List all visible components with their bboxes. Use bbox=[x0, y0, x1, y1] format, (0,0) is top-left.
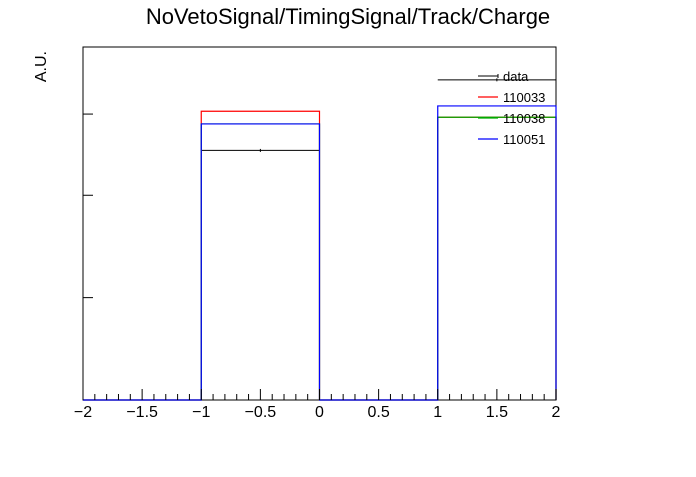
x-tick-label: 0.5 bbox=[368, 404, 390, 421]
x-tick-label: 1.5 bbox=[486, 404, 508, 421]
legend-label-110038: 110038 bbox=[503, 111, 545, 126]
x-tick-label: 1 bbox=[433, 404, 442, 421]
x-tick-label: −0.5 bbox=[245, 404, 277, 421]
series-110051-histogram bbox=[83, 105, 557, 401]
x-tick-label: 2 bbox=[552, 404, 561, 421]
legend: data 110033 110038 110051 bbox=[478, 69, 545, 147]
legend-label-110051: 110051 bbox=[503, 132, 545, 147]
x-tick-label: 0 bbox=[315, 404, 324, 421]
histogram-series-group bbox=[83, 78, 557, 401]
y-axis-label: A.U. bbox=[33, 51, 50, 82]
x-tick-label: −1 bbox=[192, 404, 210, 421]
axes: −2 −1.5 −1 −0.5 0 0.5 1 1.5 2 bbox=[74, 46, 561, 421]
x-tick-label: −1.5 bbox=[126, 404, 158, 421]
chart-title: NoVetoSignal/TimingSignal/Track/Charge bbox=[146, 4, 550, 29]
legend-label-110033: 110033 bbox=[503, 90, 545, 105]
x-tick-label: −2 bbox=[74, 404, 92, 421]
legend-label-data: data bbox=[503, 69, 529, 84]
